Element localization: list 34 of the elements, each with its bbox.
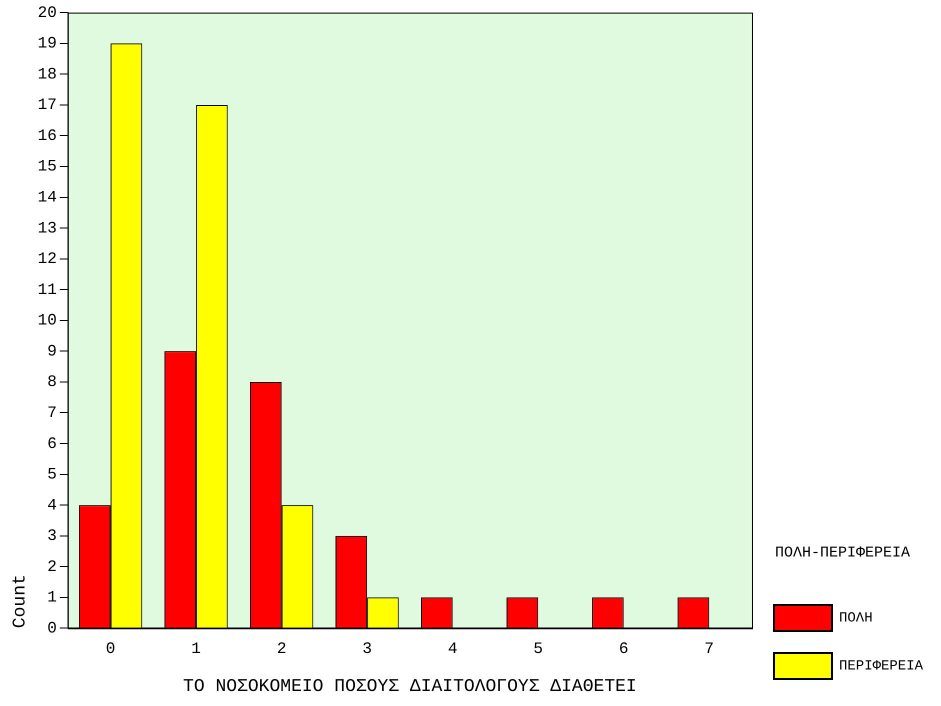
- x-tick-label: 1: [191, 640, 201, 658]
- legend-label: ΠΕΡΙΦΕΡΕΙΑ: [838, 658, 924, 675]
- y-tick-label: 8: [47, 373, 57, 392]
- x-tick-label: 7: [704, 640, 714, 658]
- legend-title: ΠΟΛΗ-ΠΕΡΙΦΕΡΕΙΑ: [774, 544, 910, 562]
- y-tick-label: 2: [47, 558, 57, 576]
- y-tick-label: 6: [47, 434, 57, 453]
- y-tick-label: 14: [38, 188, 57, 207]
- y-tick-label: 19: [38, 34, 57, 53]
- y-tick-label: 7: [47, 404, 57, 422]
- y-tick-label: 20: [38, 4, 57, 22]
- x-tick-label: 6: [618, 640, 629, 658]
- x-axis-title: ΤΟ ΝΟΣΟΚΟΜΕΙΟ ΠΟΣΟΥΣ ΔΙΑΙΤΟΛΟΓΟΥΣ ΔΙΑΘΕΤΕΙ: [183, 676, 637, 697]
- y-tick-label: 1: [47, 588, 57, 607]
- y-tick-label: 10: [38, 312, 57, 330]
- y-tick-label: 0: [47, 619, 57, 638]
- y-axis-title: Count: [10, 574, 31, 628]
- y-tick-label: 3: [47, 527, 57, 546]
- y-tick-label: 17: [38, 96, 57, 114]
- x-tick-label: 0: [106, 640, 116, 658]
- y-tick-label: 16: [38, 126, 57, 145]
- y-tick-label: 13: [38, 219, 57, 238]
- y-tick-label: 18: [38, 65, 57, 84]
- y-tick-label: 4: [47, 496, 57, 514]
- x-tick-label: 3: [362, 640, 372, 658]
- y-tick-label: 9: [47, 342, 57, 360]
- legend-label: ΠΟΛΗ: [838, 610, 873, 627]
- x-tick-label: 4: [448, 640, 458, 658]
- y-tick-label: 15: [38, 158, 57, 176]
- y-tick-label: 5: [47, 466, 57, 484]
- x-tick-label: 5: [533, 640, 543, 658]
- y-tick-label: 12: [38, 250, 57, 268]
- y-tick-label: 11: [38, 280, 57, 299]
- x-tick-label: 2: [276, 640, 286, 658]
